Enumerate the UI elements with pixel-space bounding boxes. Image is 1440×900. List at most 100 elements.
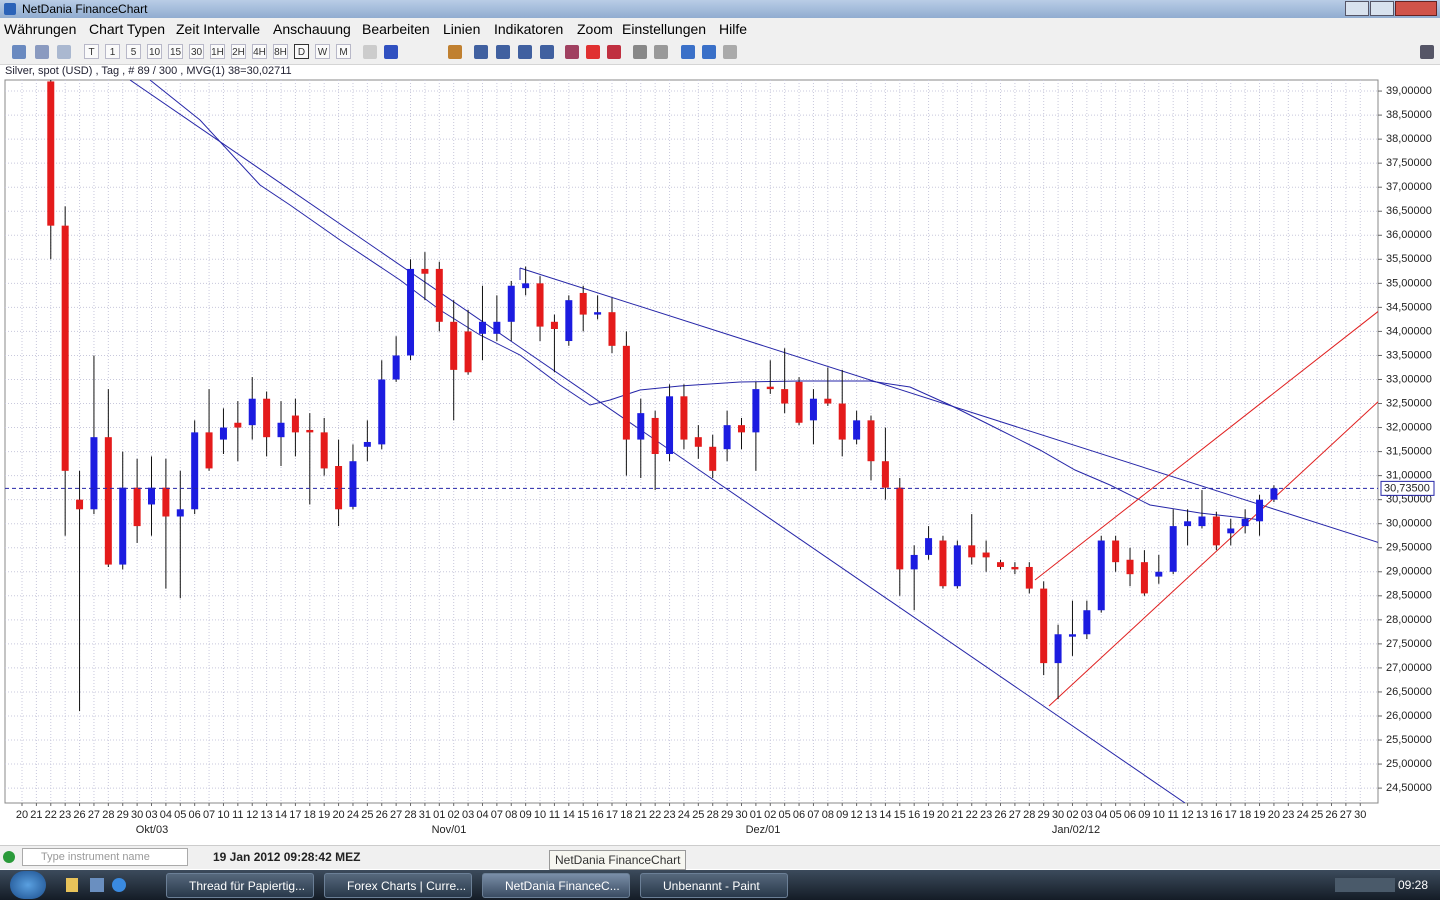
month-label: Nov/01	[432, 824, 467, 836]
tool-icon[interactable]	[384, 45, 398, 59]
menu-item[interactable]: Hilfe	[719, 21, 748, 37]
menu-item[interactable]: Zeit Intervalle	[176, 21, 261, 37]
tool-icon[interactable]	[681, 45, 695, 59]
x-tick-label: 11	[549, 809, 560, 821]
tool-icon[interactable]	[1420, 45, 1434, 59]
y-tick-label: 37,00000	[1386, 181, 1432, 193]
x-tick-label: 26	[376, 809, 388, 821]
x-tick-label: 14	[563, 809, 575, 821]
x-tick-label: 30	[1052, 809, 1064, 821]
x-tick-label: 26	[994, 809, 1006, 821]
task-button[interactable]: Forex Charts | Curre...	[324, 873, 472, 898]
tool-icon[interactable]	[474, 45, 488, 59]
tool-icon[interactable]	[633, 45, 647, 59]
x-tick-label: 19	[1253, 809, 1265, 821]
tool-icon[interactable]	[586, 45, 600, 59]
candle-body	[363, 441, 371, 447]
close-button[interactable]	[1395, 1, 1437, 16]
tool-icon[interactable]	[702, 45, 716, 59]
x-tick-label: 28	[102, 809, 114, 821]
menu-bar: Währungen Chart Typen Zeit Intervalle Ansch…	[0, 18, 1440, 40]
x-tick-label: 21	[30, 809, 42, 821]
interval-button[interactable]: D	[294, 44, 309, 59]
menu-item[interactable]: Währungen	[4, 21, 77, 37]
candle-body	[838, 403, 846, 440]
interval-button[interactable]: 1	[105, 44, 120, 59]
y-tick-label: 38,00000	[1386, 133, 1432, 145]
interval-button[interactable]: 4H	[252, 44, 267, 59]
x-tick-label: 25	[361, 809, 373, 821]
menu-item[interactable]: Einstellungen	[622, 21, 707, 37]
candle-body	[1256, 499, 1264, 522]
task-button[interactable]: Thread für Papiertig...	[166, 873, 314, 898]
tool-icon[interactable]	[448, 45, 462, 59]
interval-button[interactable]: 8H	[273, 44, 288, 59]
menu-item[interactable]: Zoom	[577, 21, 613, 37]
x-tick-label: 05	[174, 809, 186, 821]
candle-body	[1040, 588, 1048, 664]
candle-body	[550, 321, 558, 330]
quicklaunch-icon[interactable]	[66, 878, 78, 892]
tool-icon[interactable]	[57, 45, 71, 59]
month-label: Dez/01	[746, 824, 781, 836]
x-tick-label: 12	[1181, 809, 1193, 821]
y-tick-label: 37,50000	[1386, 157, 1432, 169]
candle-body	[248, 398, 256, 426]
x-tick-label: 07	[203, 809, 215, 821]
candle-body	[781, 389, 789, 404]
x-tick-label: 02	[1066, 809, 1078, 821]
start-button[interactable]	[10, 871, 46, 899]
x-tick-label: 30	[1354, 809, 1366, 821]
candle-body	[464, 331, 472, 373]
interval-button[interactable]: 2H	[231, 44, 246, 59]
x-tick-label: 10	[217, 809, 229, 821]
tool-icon[interactable]	[565, 45, 579, 59]
candle-body	[925, 538, 933, 555]
menu-item[interactable]: Anschauung	[273, 21, 351, 37]
y-tick-label: 28,00000	[1386, 614, 1432, 626]
minimize-button[interactable]	[1345, 1, 1369, 16]
x-tick-label: 17	[289, 809, 301, 821]
x-tick-label: 21	[951, 809, 963, 821]
tool-icon[interactable]	[12, 45, 26, 59]
title-bar: NetDania FinanceChart	[0, 0, 1440, 18]
last-price-box	[1380, 480, 1435, 496]
candle-body	[191, 432, 199, 510]
interval-button[interactable]: 30	[189, 44, 204, 59]
interval-button[interactable]: W	[315, 44, 330, 59]
menu-item[interactable]: Bearbeiten	[362, 21, 430, 37]
search-input[interactable]: Type instrument name	[22, 848, 188, 866]
y-tick-label: 29,50000	[1386, 542, 1432, 554]
quicklaunch-icon[interactable]	[112, 878, 126, 892]
tool-icon[interactable]	[723, 45, 737, 59]
tool-icon[interactable]	[654, 45, 668, 59]
x-tick-label: 28	[707, 809, 719, 821]
tool-icon[interactable]	[496, 45, 510, 59]
interval-button[interactable]: 1H	[210, 44, 225, 59]
task-button[interactable]: Unbenannt - Paint	[640, 873, 788, 898]
candle-body	[119, 487, 127, 565]
maximize-button[interactable]	[1370, 1, 1394, 16]
menu-item[interactable]: Chart Typen	[89, 21, 166, 37]
interval-button[interactable]: M	[336, 44, 351, 59]
tool-icon[interactable]	[363, 45, 377, 59]
interval-button[interactable]: 5	[126, 44, 141, 59]
x-tick-label: 03	[462, 809, 474, 821]
tool-icon[interactable]	[518, 45, 532, 59]
tool-icon[interactable]	[35, 45, 49, 59]
tool-icon[interactable]	[607, 45, 621, 59]
task-button[interactable]: NetDania FinanceC...	[482, 873, 630, 898]
interval-button[interactable]: 10	[147, 44, 162, 59]
y-tick-label: 24,50000	[1386, 782, 1432, 794]
menu-item[interactable]: Linien	[443, 21, 481, 37]
interval-button[interactable]: 15	[168, 44, 183, 59]
timestamp: 19 Jan 2012 09:28:42 MEZ	[213, 850, 361, 864]
month-label: Jan/02/12	[1052, 824, 1100, 836]
tool-icon[interactable]	[540, 45, 554, 59]
y-tick-label: 34,50000	[1386, 301, 1432, 313]
y-tick-label: 31,00000	[1386, 470, 1432, 482]
x-tick-label: 24	[347, 809, 359, 821]
quicklaunch-icon[interactable]	[90, 878, 104, 892]
menu-item[interactable]: Indikatoren	[494, 21, 564, 37]
interval-button[interactable]: T	[84, 44, 99, 59]
